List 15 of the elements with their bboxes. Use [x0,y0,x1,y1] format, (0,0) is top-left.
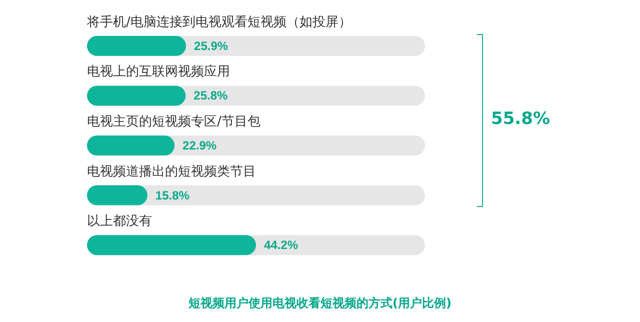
bar [87,36,186,56]
text: 55.8% [491,109,550,130]
bar [87,86,186,106]
data-label: 25.9% [194,38,228,53]
data-label: 22.9% [182,138,217,152]
y-tick-label: 将手机/电脑连接到电视观看短视频（如投屏） [86,14,352,30]
y-tick-label: 电视主页的短视频专区/节目包 [87,114,260,130]
data-label: 44.2% [264,238,298,252]
y-tick-label: 电视上的互联网视频应用 [87,64,230,80]
y-tick-label: 以上都没有 [87,214,152,230]
data-label: 15.8% [155,188,190,202]
y-tick-label: 电视频道播出的短视频类节目 [87,164,256,180]
data-label: 25.8% [194,88,228,103]
bar [87,136,175,156]
text: 短视频用户使用电视收看短视频的方式(用户比例) [188,296,452,310]
